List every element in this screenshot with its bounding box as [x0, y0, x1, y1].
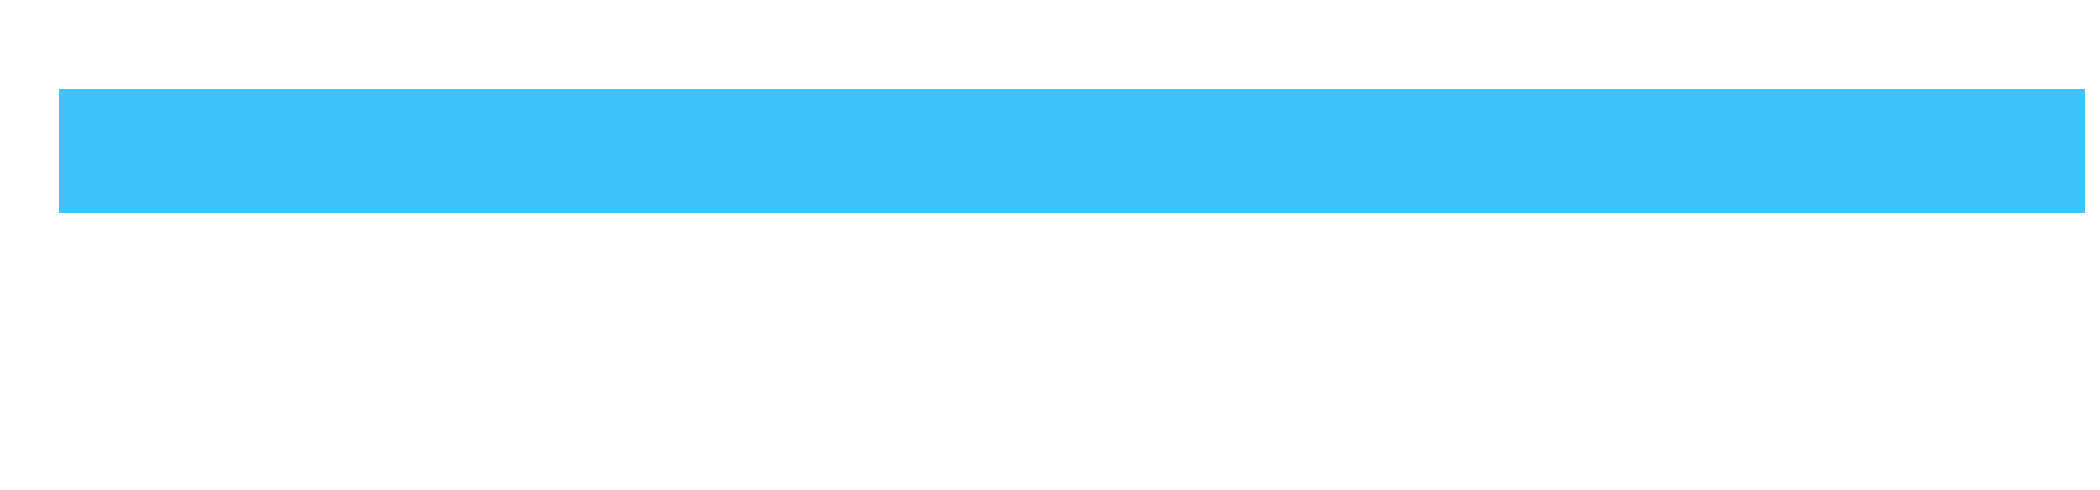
- blue-banner-bar[interactable]: [59, 89, 2085, 213]
- blue-banner-bar-label: [59, 89, 2085, 213]
- content-whitespace-region: [59, 213, 2085, 490]
- top-whitespace-region: [0, 0, 2100, 89]
